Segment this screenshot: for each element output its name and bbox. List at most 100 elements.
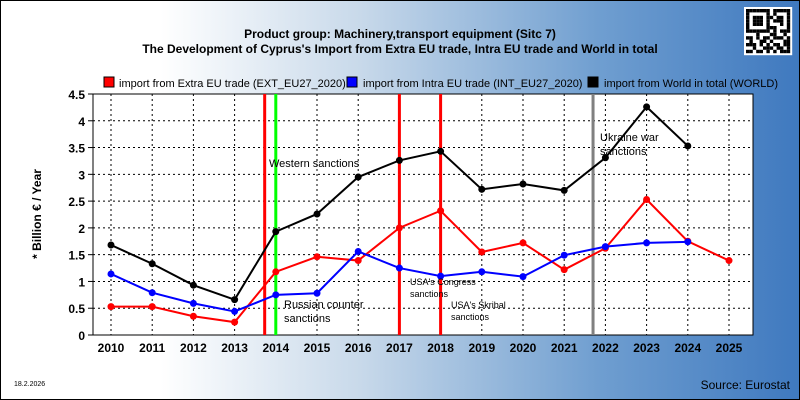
series-line-0	[111, 198, 730, 324]
qr-module	[786, 15, 791, 20]
qr-module	[759, 49, 763, 54]
series-point-2	[313, 210, 321, 218]
qr-module	[773, 32, 777, 37]
qr-module	[752, 29, 757, 33]
qr-module	[749, 9, 753, 13]
qr-module	[773, 12, 777, 16]
y-tick-label: 0	[78, 329, 85, 343]
qr-module	[756, 19, 760, 23]
x-tick-label: 2016	[345, 341, 372, 355]
series-point-0	[272, 268, 280, 276]
y-tick-label: 3	[78, 168, 85, 182]
qr-module	[766, 12, 770, 16]
series-point-2	[643, 103, 651, 111]
x-tick-label: 2022	[592, 341, 619, 355]
qr-module	[746, 19, 750, 23]
qr-module	[780, 19, 784, 23]
qr-module	[759, 43, 763, 47]
series-point-0	[189, 312, 197, 320]
chart-title: Product group: Machinery,transport equip…	[244, 27, 556, 41]
series-point-0	[560, 266, 568, 274]
annotation-usa-skribal-1: USA's Skribal	[451, 300, 506, 310]
series-point-1	[478, 268, 486, 276]
qr-module	[746, 22, 750, 26]
y-tick-label: 4.5	[68, 88, 85, 102]
x-tick-label: 2020	[510, 341, 537, 355]
x-tick-label: 2019	[468, 341, 495, 355]
qr-module	[766, 9, 770, 13]
qr-code-icon	[744, 7, 793, 56]
y-tick-label: 3.5	[68, 142, 85, 156]
series-point-1	[231, 307, 239, 315]
x-tick-label: 2013	[221, 341, 248, 355]
series-point-0	[643, 196, 651, 204]
qr-module	[756, 36, 760, 40]
series-point-0	[725, 257, 733, 265]
x-tick-label: 2015	[304, 341, 331, 355]
series-point-2	[395, 156, 403, 164]
series-point-2	[684, 142, 692, 150]
qr-module	[773, 49, 777, 54]
qr-module	[752, 22, 757, 26]
series-point-0	[478, 248, 486, 256]
qr-module	[783, 9, 787, 13]
series-point-2	[519, 180, 527, 188]
qr-module	[746, 29, 750, 33]
qr-module	[746, 49, 750, 54]
qr-module	[766, 36, 770, 40]
series-point-2	[189, 281, 197, 289]
series-point-1	[272, 291, 280, 299]
qr-module	[752, 43, 757, 47]
x-tick-label: 2012	[180, 341, 207, 355]
series-point-1	[519, 273, 527, 281]
qr-module	[769, 32, 774, 37]
qr-module	[769, 46, 774, 50]
qr-module	[773, 29, 777, 33]
qr-module	[786, 39, 791, 43]
series-point-1	[148, 289, 156, 297]
qr-module	[749, 29, 753, 33]
qr-module	[763, 39, 767, 43]
qr-module	[780, 15, 784, 20]
qr-module	[752, 46, 757, 50]
qr-module	[783, 49, 787, 54]
qr-module	[749, 36, 753, 40]
qr-module	[780, 49, 784, 54]
qr-module	[763, 36, 767, 40]
qr-module	[746, 9, 750, 13]
qr-module	[756, 32, 760, 37]
qr-module	[780, 46, 784, 50]
legend-label-intra-eu: import from Intra EU trade (INT_EU27_202…	[363, 78, 582, 90]
annotation-usa-congress-2: sanctions	[410, 289, 449, 299]
qr-module	[786, 19, 791, 23]
qr-module	[749, 43, 753, 47]
qr-module	[766, 46, 770, 50]
series-point-2	[560, 186, 568, 194]
annotation-ukraine-war-1: Ukraine war	[600, 132, 659, 144]
qr-module	[786, 22, 791, 26]
series-point-2	[354, 173, 362, 181]
x-tick-label: 2011	[139, 341, 165, 355]
x-tick-label: 2021	[551, 341, 578, 355]
qr-module	[786, 49, 791, 54]
annotation-usa-skribal-2: sanctions	[451, 312, 490, 322]
qr-module	[752, 9, 757, 13]
qr-module	[773, 36, 777, 40]
qr-module	[766, 29, 770, 33]
legend: import from Extra EU trade (EXT_EU27_202…	[103, 76, 778, 90]
qr-module	[746, 15, 750, 20]
annotation-usa-congress-1: USA's Congress	[410, 277, 476, 287]
x-tick-label: 2014	[262, 341, 289, 355]
qr-module	[773, 43, 777, 47]
qr-module	[783, 29, 787, 33]
series-point-1	[684, 238, 692, 246]
qr-module	[756, 15, 760, 20]
series-point-1	[395, 264, 403, 272]
qr-module	[776, 19, 780, 23]
qr-module	[759, 15, 763, 20]
series-point-0	[231, 318, 239, 326]
qr-module	[780, 9, 784, 13]
x-tick-label: 2023	[633, 341, 660, 355]
qr-module	[786, 29, 791, 33]
